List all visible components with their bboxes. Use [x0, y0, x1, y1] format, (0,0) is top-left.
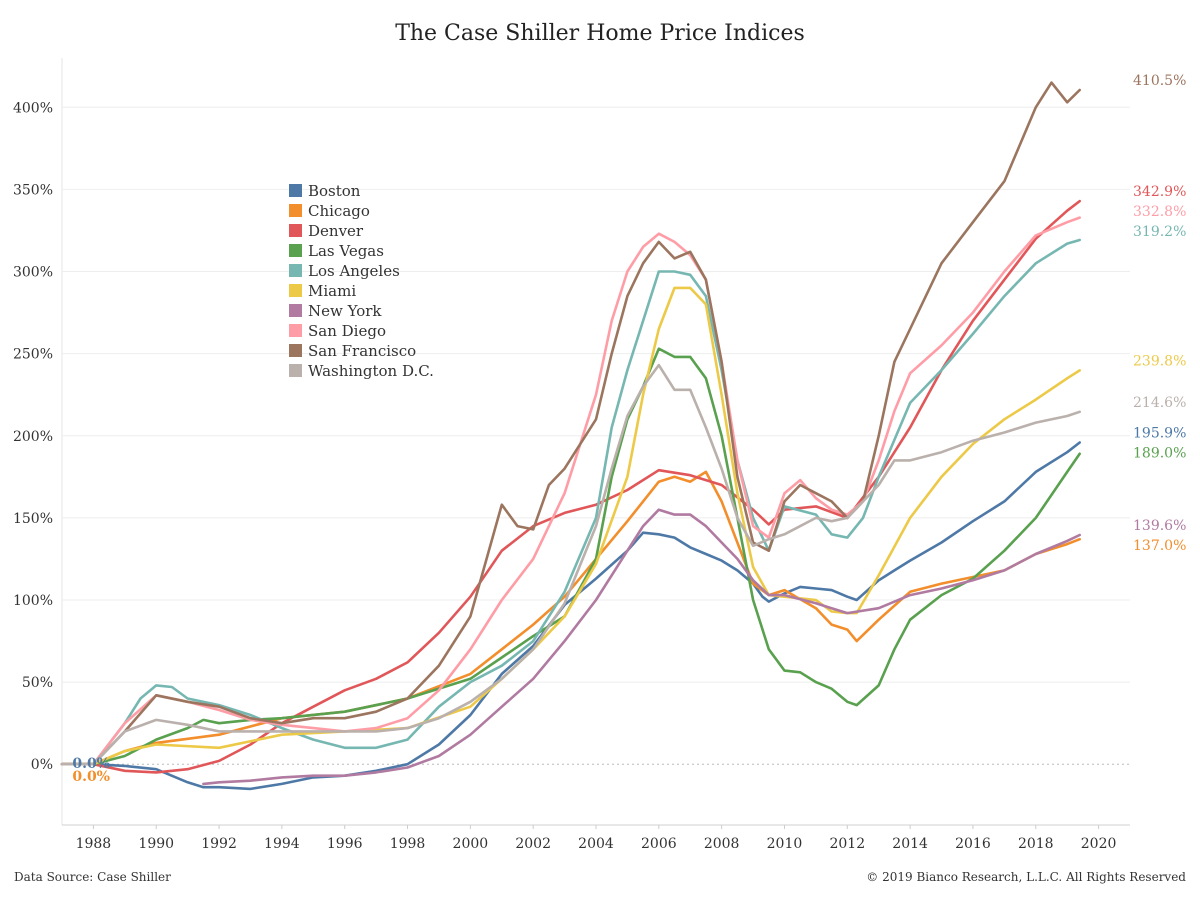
x-tick-label: 2020 — [1081, 836, 1117, 852]
series-lines — [60, 81, 1081, 791]
legend-swatch — [289, 184, 302, 197]
y-tick-label: 200% — [13, 429, 53, 445]
series-line-new-york — [202, 508, 1081, 786]
series-line-san-francisco — [60, 81, 1081, 766]
legend-swatch — [289, 284, 302, 297]
legend-swatch — [289, 344, 302, 357]
series-line-los-angeles — [60, 238, 1081, 766]
legend-swatch — [289, 264, 302, 277]
end-label-las-vegas: 189.0% — [1133, 445, 1186, 461]
series-line-washington-d-c — [60, 363, 1081, 766]
x-tick-label: 2010 — [767, 836, 803, 852]
x-tick-label: 2000 — [453, 836, 489, 852]
end-label-san-francisco: 410.5% — [1133, 73, 1186, 89]
end-label-los-angeles: 319.2% — [1133, 224, 1186, 240]
y-tick-label: 300% — [13, 265, 53, 281]
legend-label: New York — [308, 302, 382, 320]
x-tick-label: 2002 — [515, 836, 551, 852]
x-tick-label: 1994 — [264, 836, 300, 852]
x-tick-label: 1998 — [390, 836, 426, 852]
end-label-miami: 239.8% — [1133, 353, 1186, 369]
y-tick-label: 100% — [13, 593, 53, 609]
end-label-san-diego: 332.8% — [1133, 204, 1186, 220]
y-tick-label: 350% — [13, 182, 53, 198]
copyright-note: © 2019 Bianco Research, L.L.C. All Right… — [866, 870, 1186, 884]
end-label-denver: 342.9% — [1133, 184, 1186, 200]
legend-label: Denver — [308, 222, 364, 240]
chart-title: The Case Shiller Home Price Indices — [395, 21, 805, 46]
series-end-labels: 410.5% 342.9% 332.8% 319.2% 239.8% 214.6% 195.… — [72, 73, 1186, 785]
legend-label: Chicago — [308, 202, 370, 220]
legend-label: San Francisco — [308, 342, 416, 360]
end-label-chicago: 137.0% — [1133, 538, 1186, 554]
legend-label: San Diego — [308, 322, 386, 340]
legend-label: Los Angeles — [308, 262, 400, 280]
series-line-san-diego — [60, 216, 1081, 766]
start-label: 0.0% — [72, 756, 110, 772]
data-source-note: Data Source: Case Shiller — [14, 870, 171, 884]
legend-label: Boston — [308, 182, 361, 200]
legend: Boston Chicago Denver Las Vegas Los Angeles M… — [289, 182, 434, 380]
x-tick-label: 2016 — [955, 836, 991, 852]
legend-swatch — [289, 244, 302, 257]
legend-swatch — [289, 224, 302, 237]
y-tick-label: 250% — [13, 347, 53, 363]
legend-swatch — [289, 204, 302, 217]
legend-label: Miami — [308, 282, 356, 300]
x-tick-label: 1996 — [327, 836, 363, 852]
x-tick-label: 2014 — [892, 836, 928, 852]
legend-label: Washington D.C. — [308, 362, 434, 380]
x-tick-label: 1990 — [138, 836, 174, 852]
legend-swatch — [289, 364, 302, 377]
y-tick-label: 400% — [13, 100, 53, 116]
series-line-las-vegas — [60, 347, 1081, 766]
x-tick-label: 2008 — [704, 836, 740, 852]
x-tick-label: 1992 — [201, 836, 237, 852]
y-tick-label: 150% — [13, 511, 53, 527]
y-tick-label: 0% — [31, 757, 53, 773]
series-line-chicago — [60, 470, 1081, 766]
series-line-boston — [60, 441, 1081, 791]
x-tick-label: 2004 — [578, 836, 614, 852]
x-tick-label: 2012 — [829, 836, 865, 852]
legend-swatch — [289, 324, 302, 337]
axes: 0% 50% 100% 150% 200% 250% 300% 350% 400% 1988 199… — [13, 58, 1130, 852]
legend-swatch — [289, 304, 302, 317]
x-tick-label: 2018 — [1018, 836, 1054, 852]
start-label: 0.0% — [72, 769, 110, 785]
y-tick-label: 50% — [22, 675, 53, 691]
series-line-denver — [60, 199, 1081, 774]
x-tick-label: 2006 — [641, 836, 677, 852]
end-label-new-york: 139.6% — [1133, 518, 1186, 534]
legend-label: Las Vegas — [308, 242, 384, 260]
end-label-boston: 195.9% — [1133, 425, 1186, 441]
end-label-washington-d-c: 214.6% — [1133, 395, 1186, 411]
x-tick-label: 1988 — [76, 836, 112, 852]
